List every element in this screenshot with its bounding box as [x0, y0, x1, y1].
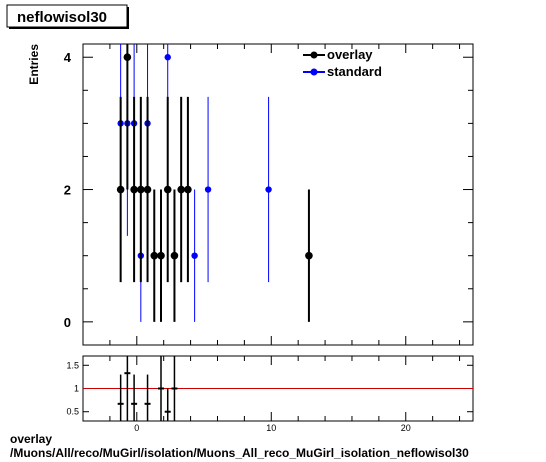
y-tick-label: 4 [64, 50, 72, 65]
chart-title: neflowisol30 [17, 9, 107, 26]
ratio-x-tick-label: 0 [134, 423, 139, 433]
legend-label-overlay: overlay [327, 47, 373, 62]
ratio-series [117, 356, 178, 421]
series-overlay [116, 44, 313, 322]
overlay-point [177, 185, 185, 194]
overlay-point [150, 251, 159, 260]
standard-point [265, 186, 272, 193]
footer-line-1: overlay [10, 432, 53, 446]
ratio-y-tick-label: 1.5 [66, 360, 79, 370]
legend-marker-overlay [310, 51, 318, 59]
title-box-shadow-bottom [9, 27, 129, 29]
y-tick-label: 0 [64, 315, 71, 330]
main-series [116, 44, 313, 322]
legend-marker-standard [310, 68, 318, 76]
standard-point [164, 54, 171, 61]
overlay-point [143, 185, 152, 194]
overlay-point [184, 185, 192, 194]
overlay-point [137, 185, 145, 194]
standard-point [204, 186, 212, 193]
overlay-point [116, 185, 125, 194]
y-tick-label: 2 [64, 183, 71, 198]
footer-line-2: /Muons/All/reco/MuGirl/isolation/Muons_A… [10, 446, 469, 460]
overlay-point [123, 53, 132, 62]
title-box-shadow [127, 7, 129, 29]
overlay-point [170, 251, 179, 260]
overlay-point [163, 185, 172, 194]
standard-point [191, 252, 198, 259]
legend: overlay standard [303, 47, 382, 79]
overlay-point [130, 185, 138, 194]
overlay-point [305, 251, 313, 260]
overlay-point [157, 251, 165, 260]
ratio-axes: 0 10 20 0.5 1 1.5 [66, 356, 473, 433]
main-axes: 0 2 4 [64, 44, 473, 345]
ratio-x-tick-label: 10 [266, 423, 276, 433]
ratio-x-tick-label: 20 [401, 423, 411, 433]
y-axis-label: Entries [27, 44, 41, 85]
ratio-y-tick-label: 0.5 [66, 407, 79, 417]
legend-label-standard: standard [327, 64, 382, 79]
ratio-y-tick-label: 1 [74, 384, 79, 394]
